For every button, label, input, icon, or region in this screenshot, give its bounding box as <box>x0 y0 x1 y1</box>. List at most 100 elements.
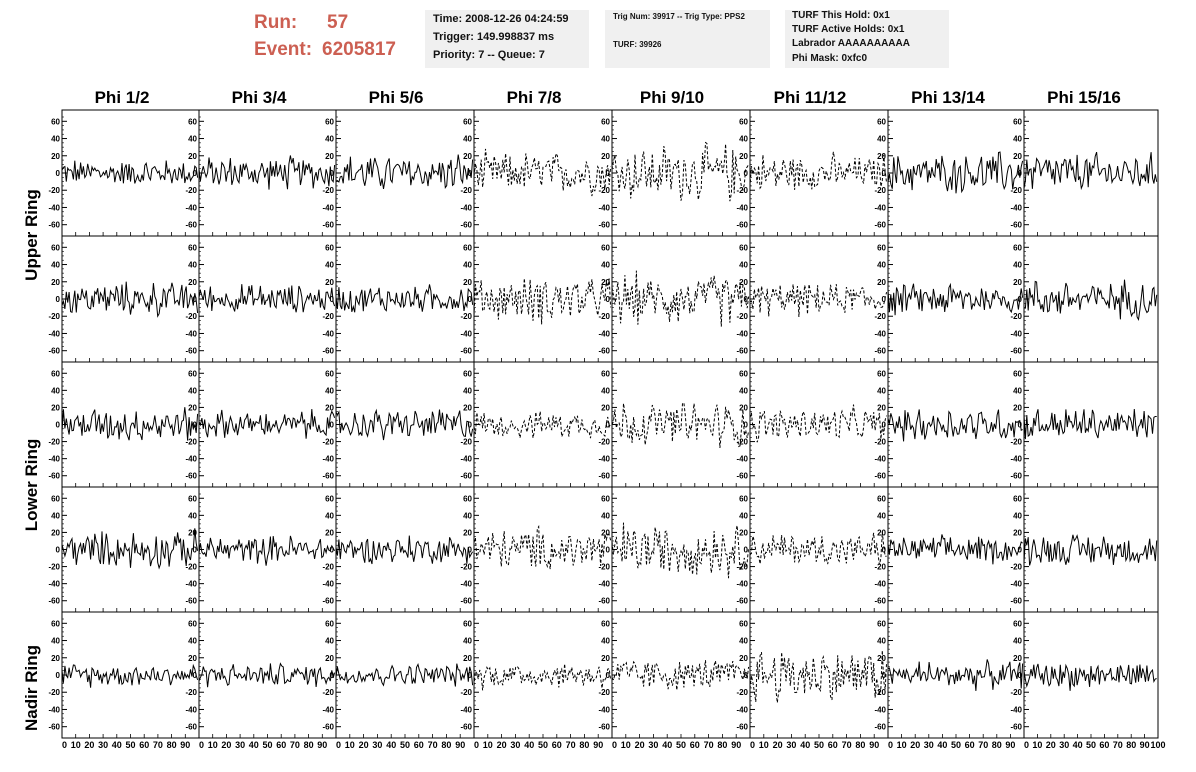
y-tick-label: -60 <box>48 597 60 606</box>
y-tick-label: -20 <box>322 438 334 447</box>
phi-header-13-14: Phi 13/14 <box>911 88 985 107</box>
y-tick-label: 60 <box>51 117 60 126</box>
y-tick-label: 0 <box>330 421 335 430</box>
plot-frame-lower-b-col3 <box>335 486 475 613</box>
plot-frame-lower-b-col8 <box>1023 486 1159 613</box>
y-tick-label: -60 <box>736 597 748 606</box>
y-tick-label: 40 <box>463 511 472 520</box>
x-tick-label: 40 <box>112 740 122 750</box>
x-tick-label: 80 <box>441 740 451 750</box>
x-tick-label: 20 <box>910 740 920 750</box>
y-tick-label: -60 <box>322 723 334 732</box>
y-tick-label: -60 <box>185 723 197 732</box>
y-tick-label: 0 <box>468 295 473 304</box>
waveform-trace-upper-a-col1 <box>61 160 199 184</box>
y-tick-label: -40 <box>736 705 748 714</box>
waveform-trace-nadir-col5 <box>611 660 750 691</box>
plot-frame-upper-a-col3 <box>335 109 475 237</box>
y-tick-label: -60 <box>322 221 334 230</box>
time-info-box: Time: 2008-12-26 04:24:59 Trigger: 149.9… <box>425 10 589 68</box>
y-tick-label: -40 <box>1010 705 1022 714</box>
y-tick-label: 20 <box>1013 654 1022 663</box>
y-tick-label: 20 <box>739 403 748 412</box>
y-tick-label: 20 <box>463 654 472 663</box>
waveform-trace-nadir-col3 <box>335 662 474 687</box>
x-tick-label: 30 <box>98 740 108 750</box>
y-tick-label: 60 <box>1013 619 1022 628</box>
waveform-trace-lower-a-col4 <box>473 411 612 439</box>
x-tick-label: 70 <box>704 740 714 750</box>
x-tick-label: 0 <box>612 740 617 750</box>
y-tick-label: 60 <box>188 619 197 628</box>
y-tick-label: 0 <box>468 421 473 430</box>
plot-frame-upper-b-col8 <box>1023 235 1159 363</box>
y-tick-label: 40 <box>739 135 748 144</box>
waveform-trace-upper-a-col7 <box>887 151 1024 194</box>
x-tick-label: 50 <box>400 740 410 750</box>
y-tick-label: -40 <box>48 329 60 338</box>
x-tick-label: 90 <box>1140 740 1150 750</box>
y-tick-label: -40 <box>736 580 748 589</box>
y-tick-label: -20 <box>598 438 610 447</box>
y-tick-label: 0 <box>882 421 887 430</box>
x-tick-label: 70 <box>842 740 852 750</box>
x-tick-label: 50 <box>1086 740 1096 750</box>
y-tick-label: -60 <box>1010 347 1022 356</box>
x-tick-label: 70 <box>978 740 988 750</box>
y-tick-label: -40 <box>185 329 197 338</box>
y-tick-label: -20 <box>598 186 610 195</box>
waveform-trace-lower-b-col5 <box>611 522 750 579</box>
y-tick-label: 20 <box>877 403 886 412</box>
y-tick-label: 0 <box>56 169 61 178</box>
waveform-trace-upper-b-col8 <box>1023 279 1158 322</box>
x-tick-label: 50 <box>814 740 824 750</box>
y-tick-label: 40 <box>463 386 472 395</box>
x-tick-label: 30 <box>235 740 245 750</box>
y-tick-label: 0 <box>1018 546 1023 555</box>
y-tick-label: -40 <box>1010 455 1022 464</box>
y-tick-label: -40 <box>460 329 472 338</box>
y-tick-label: 20 <box>51 278 60 287</box>
y-tick-label: 40 <box>188 135 197 144</box>
y-tick-label: -60 <box>185 347 197 356</box>
y-tick-label: 20 <box>877 278 886 287</box>
y-tick-label: 0 <box>606 421 611 430</box>
x-tick-label: 60 <box>552 740 562 750</box>
waveform-trace-upper-b-col3 <box>335 284 474 313</box>
y-tick-label: -40 <box>322 329 334 338</box>
x-tick-label: 40 <box>524 740 534 750</box>
waveform-trace-nadir-col4 <box>473 663 612 691</box>
y-tick-label: 40 <box>1013 637 1022 646</box>
y-tick-label: 60 <box>188 369 197 378</box>
y-tick-label: 0 <box>882 295 887 304</box>
x-tick-label: 80 <box>855 740 865 750</box>
x-tick-label: 90 <box>593 740 603 750</box>
y-tick-label: -20 <box>736 186 748 195</box>
y-tick-label: 40 <box>463 135 472 144</box>
y-tick-label: -20 <box>598 312 610 321</box>
waveform-trace-nadir-col1 <box>61 663 199 688</box>
y-tick-label: -60 <box>48 347 60 356</box>
trigger-info-box: Trig Num: 39917 -- Trig Type: PPS2 TURF:… <box>605 10 770 68</box>
y-tick-label: 0 <box>193 169 198 178</box>
waveform-trace-upper-b-col2 <box>198 284 336 313</box>
y-tick-label: 20 <box>51 403 60 412</box>
y-tick-label: -60 <box>736 347 748 356</box>
y-tick-label: -40 <box>185 455 197 464</box>
y-tick-label: -40 <box>874 455 886 464</box>
y-tick-label: 60 <box>325 243 334 252</box>
y-tick-label: 20 <box>188 152 197 161</box>
y-tick-label: 60 <box>601 117 610 126</box>
y-tick-label: 40 <box>601 637 610 646</box>
y-tick-label: 20 <box>739 278 748 287</box>
y-tick-label: 60 <box>601 494 610 503</box>
waveform-trace-upper-a-col2 <box>198 155 336 190</box>
x-tick-label: 20 <box>773 740 783 750</box>
plot-frame-lower-a-col6 <box>749 361 889 488</box>
x-tick-label: 30 <box>510 740 520 750</box>
y-tick-label: -20 <box>736 312 748 321</box>
y-tick-label: -60 <box>874 347 886 356</box>
y-tick-label: -20 <box>874 688 886 697</box>
y-tick-label: 0 <box>56 671 61 680</box>
y-tick-label: -60 <box>322 347 334 356</box>
